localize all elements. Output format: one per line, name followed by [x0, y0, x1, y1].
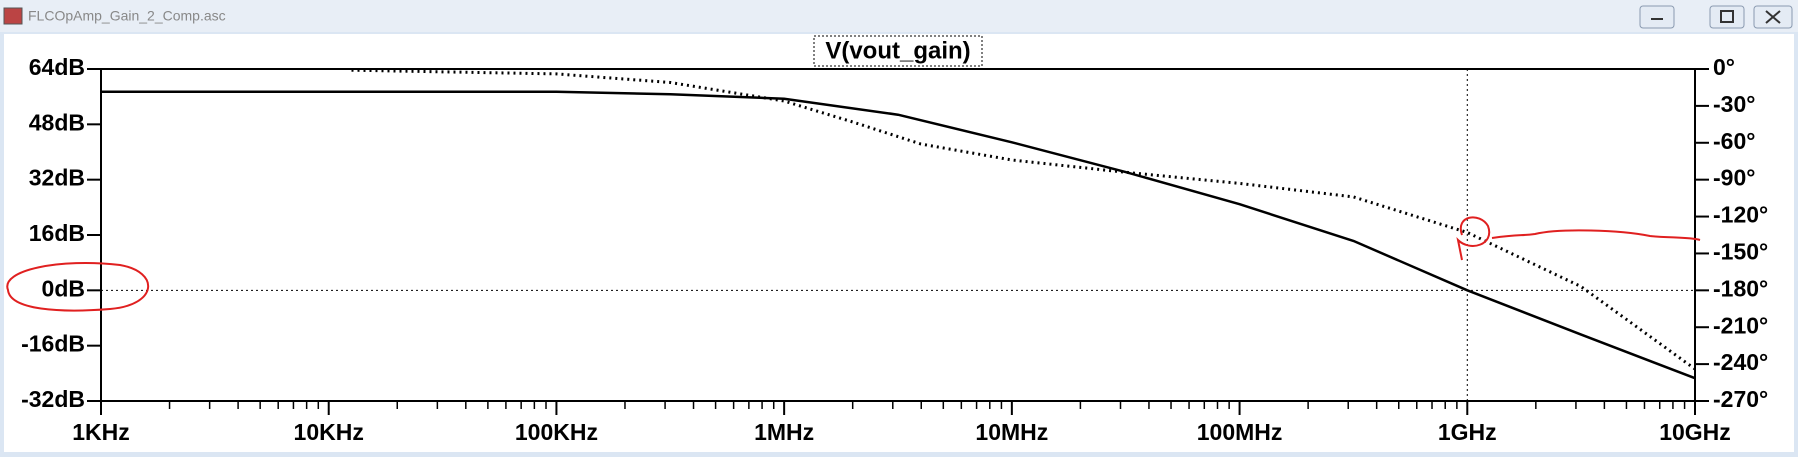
minimize-button[interactable]: [1639, 5, 1675, 29]
y-tick-label: -16dB: [21, 331, 85, 357]
y2-tick-label: -180°: [1713, 275, 1768, 301]
y2-tick-label: -150°: [1713, 239, 1768, 265]
x-tick-label: 10MHz: [975, 419, 1048, 445]
x-tick-label: 10GHz: [1659, 419, 1731, 445]
title-box: [813, 35, 983, 67]
plot-pane: [4, 34, 1794, 452]
app-icon: [3, 7, 23, 25]
y2-tick-label: -240°: [1713, 349, 1768, 375]
hand-line: [1491, 229, 1701, 241]
x-tick-label: 1MHz: [754, 419, 814, 445]
hand-circle: [1456, 216, 1491, 261]
window-title: FLCOpAmp_Gain_2_Comp.asc: [28, 8, 226, 24]
y2-tick-label: -210°: [1713, 312, 1768, 338]
x-tick-label: 1KHz: [72, 419, 130, 445]
plot: 1KHz 10KHz 100KHz 1MHz 10MHz 100MHz 1GHz 10GHz -…: [21, 54, 1768, 445]
y2-tick-label: -30°: [1713, 91, 1755, 117]
y2-tick-label: -270°: [1713, 386, 1768, 412]
y-tick-label: 32dB: [29, 165, 85, 191]
hand-circle: [6, 262, 149, 312]
x-tick-label: 1GHz: [1438, 419, 1497, 445]
y2-tick-label: -90°: [1713, 165, 1755, 191]
y2-tick-label: -120°: [1713, 202, 1768, 228]
x-tick-label: 100KHz: [515, 419, 598, 445]
chart-title: V(vout_gain): [825, 37, 970, 64]
title-bar: [0, 0, 1798, 32]
window-buttons: [1639, 5, 1793, 29]
y2-tick-label: 0°: [1713, 54, 1735, 80]
series-line: [101, 90, 1696, 380]
restore-button[interactable]: [1709, 5, 1745, 29]
y-tick-label: -32dB: [21, 386, 85, 412]
series-line: [351, 68, 1696, 371]
y-tick-label: 64dB: [29, 54, 85, 80]
y-tick-label: 48dB: [29, 109, 85, 135]
y2-tick-label: -60°: [1713, 128, 1755, 154]
close-icon: [1765, 10, 1781, 24]
restore-icon: [1720, 10, 1734, 23]
annotations: [6, 216, 1701, 312]
x-tick-label: 10KHz: [294, 419, 364, 445]
y-tick-label: 0dB: [42, 275, 85, 301]
y-tick-label: 16dB: [29, 220, 85, 246]
x-tick-label: 100MHz: [1197, 419, 1283, 445]
